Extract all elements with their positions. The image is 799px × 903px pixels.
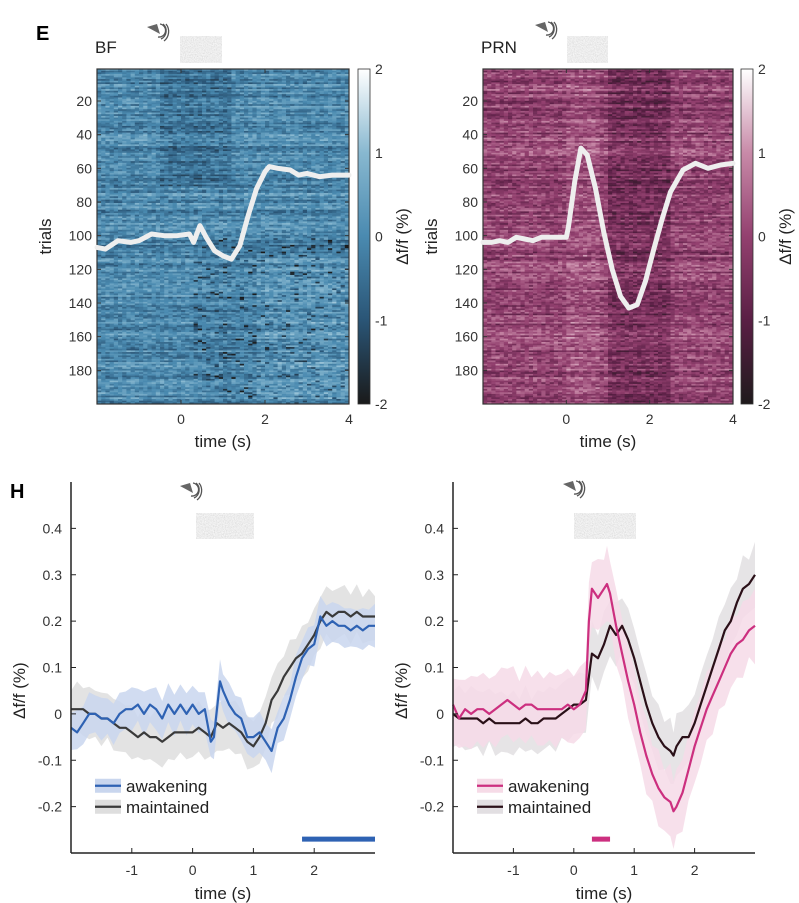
heatmap-cells [97, 69, 349, 404]
figure: E H 0 2 420406080100120140160180time (s)tr… [0, 0, 799, 903]
panel-letter-h: H [10, 481, 24, 503]
panel-letter-e: E [36, 23, 49, 45]
